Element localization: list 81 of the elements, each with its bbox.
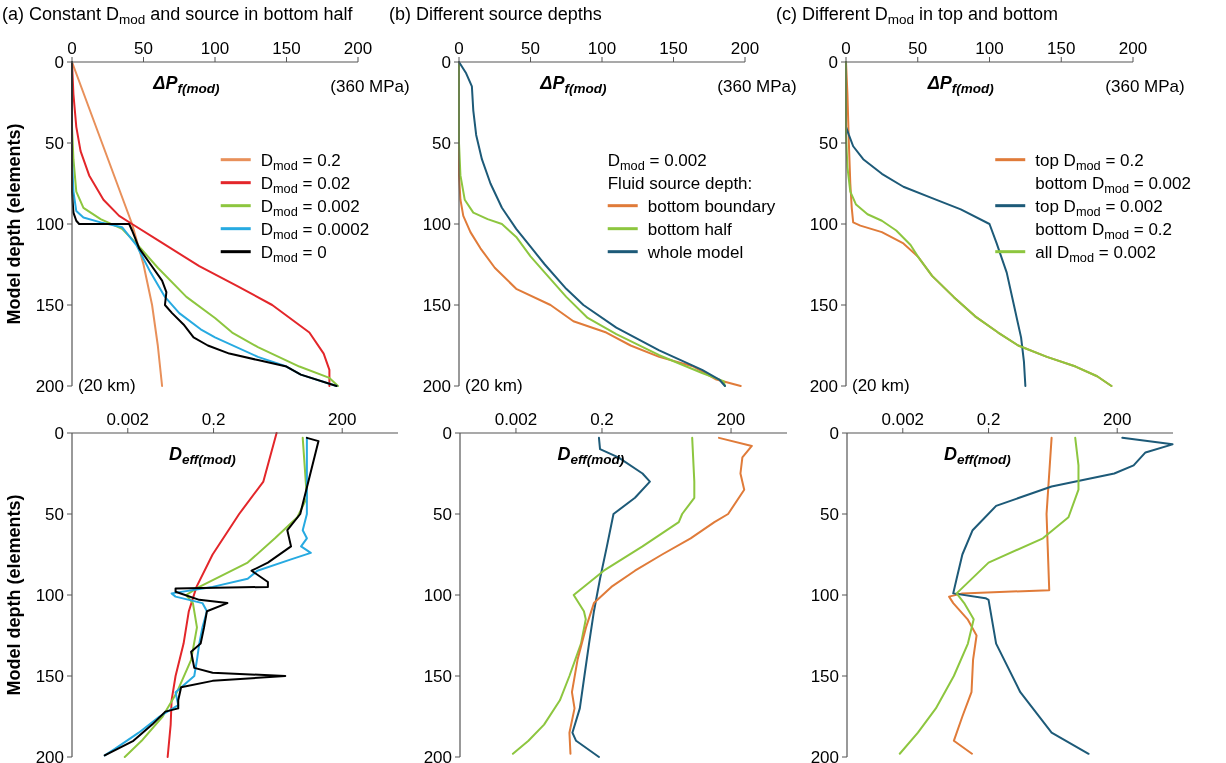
- chart-title: (b) Different source depths: [389, 4, 602, 24]
- x-tick-label: 50: [908, 39, 928, 58]
- chart-title: (c) Different D$_{mod}$ in top and bottom: [776, 4, 1059, 28]
- y-tick-label: 200: [423, 748, 452, 763]
- y-tick-label: 200: [810, 748, 839, 763]
- x-tick-label: 200: [1103, 410, 1132, 429]
- y-tick-label: 50: [819, 134, 838, 153]
- x-axis-title: ΔP$_{f(mod)}$: [152, 73, 220, 97]
- y-tick-label: 50: [45, 505, 64, 524]
- x-axis-title: ΔP$_{f(mod)}$: [539, 73, 607, 97]
- y-tick-label: 0: [441, 53, 451, 72]
- legend-label: whole model: [646, 242, 744, 262]
- x-tick-label: 0: [454, 39, 464, 58]
- y-tick-label: 50: [820, 505, 839, 524]
- x-tick-label: 100: [200, 39, 230, 58]
- y-tick-label: 150: [35, 667, 64, 686]
- x-axis-title: D$_{eff(mod)}$: [944, 444, 1012, 468]
- y-axis-title: Model depth (elements): [4, 123, 24, 325]
- x-tick-label: 200: [1118, 39, 1148, 58]
- legend-label: D$_{mod}$ = 0.02: [260, 173, 351, 196]
- x-tick-label: 0.002: [106, 410, 150, 429]
- x-axis-title: D$_{eff(mod)}$: [557, 444, 625, 468]
- y-tick-label: 100: [809, 215, 838, 234]
- legend-label: D$_{mod}$ = 0.2: [260, 150, 341, 173]
- legend-title: D$_{mod}$ = 0.002 Fluid source depth:: [607, 150, 753, 193]
- legend-label: D$_{mod}$ = 0.002: [260, 196, 360, 219]
- x-tick-label: 200: [343, 39, 373, 58]
- y-tick-label: 150: [809, 296, 838, 315]
- y-tick-label: 50: [45, 134, 64, 153]
- y-tick-label: 200: [809, 377, 838, 396]
- x-tick-label: 150: [659, 39, 688, 58]
- y-tick-label: 100: [422, 215, 451, 234]
- y-tick-label: 200: [35, 377, 64, 396]
- y-tick-label: 150: [810, 667, 839, 686]
- x-tick-label: 50: [134, 39, 153, 58]
- annotation: (20 km): [78, 376, 136, 395]
- y-tick-label: 0: [54, 424, 64, 443]
- legend-label: bottom boundary: [647, 196, 776, 216]
- x-axis-title: ΔP$_{f(mod)}$: [926, 73, 995, 97]
- y-tick-label: 150: [423, 667, 452, 686]
- x-tick-label: 200: [730, 39, 760, 58]
- x-tick-label: 0.2: [201, 410, 226, 429]
- annotation: (360 MPa): [330, 77, 410, 96]
- x-tick-label: 0: [67, 39, 77, 58]
- y-tick-label: 0: [54, 53, 64, 72]
- x-tick-label: 200: [716, 410, 746, 429]
- legend-label: all D$_{mod}$ = 0.002: [1035, 242, 1156, 265]
- y-tick-label: 100: [35, 586, 64, 605]
- x-tick-label: 0.002: [881, 410, 925, 429]
- y-tick-label: 150: [35, 296, 64, 315]
- chart-title: (a) Constant D$_{mod}$ and source in bottom half: [2, 4, 354, 28]
- y-tick-label: 0: [829, 424, 839, 443]
- y-tick-label: 100: [35, 215, 64, 234]
- x-tick-label: 0.2: [590, 410, 614, 429]
- legend-label: D$_{mod}$ = 0.0002: [260, 219, 370, 242]
- x-tick-label: 0.002: [494, 410, 538, 429]
- x-tick-label: 150: [272, 39, 301, 58]
- y-tick-label: 150: [422, 296, 451, 315]
- y-tick-label: 50: [433, 505, 452, 524]
- x-tick-label: 50: [521, 39, 540, 58]
- legend-label: bottom half: [647, 219, 733, 239]
- y-tick-label: 200: [35, 748, 64, 763]
- legend-label: D$_{mod}$ = 0: [260, 242, 327, 265]
- annotation: (360 MPa): [717, 77, 797, 96]
- y-tick-label: 0: [442, 424, 452, 443]
- y-tick-label: 100: [423, 586, 452, 605]
- y-tick-label: 50: [432, 134, 451, 153]
- annotation: (20 km): [465, 376, 523, 395]
- x-tick-label: 100: [975, 39, 1004, 58]
- y-tick-label: 0: [828, 53, 838, 72]
- x-tick-label: 100: [587, 39, 617, 58]
- y-axis-title: Model depth (elements): [4, 494, 24, 696]
- annotation: (20 km): [852, 376, 910, 395]
- y-tick-label: 200: [422, 377, 451, 396]
- x-tick-label: 150: [1047, 39, 1076, 58]
- x-tick-label: 0: [841, 39, 851, 58]
- x-tick-label: 200: [328, 410, 357, 429]
- y-tick-label: 100: [810, 586, 839, 605]
- x-axis-title: D$_{eff(mod)}$: [169, 444, 237, 468]
- annotation: (360 MPa): [1105, 77, 1185, 96]
- x-tick-label: 0.2: [976, 410, 1001, 429]
